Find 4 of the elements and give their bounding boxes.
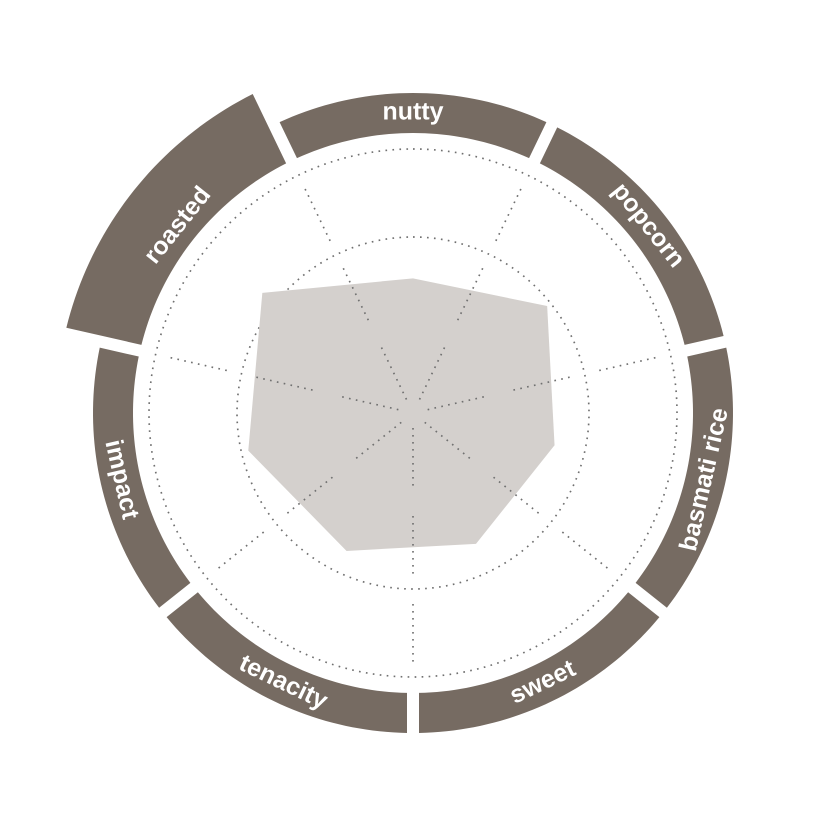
spoke-label: basmati rice — [678, 406, 728, 551]
spoke-label: impact — [100, 440, 141, 522]
spoke-label: nutty — [384, 103, 444, 125]
spoke-label: sweet — [508, 659, 578, 704]
